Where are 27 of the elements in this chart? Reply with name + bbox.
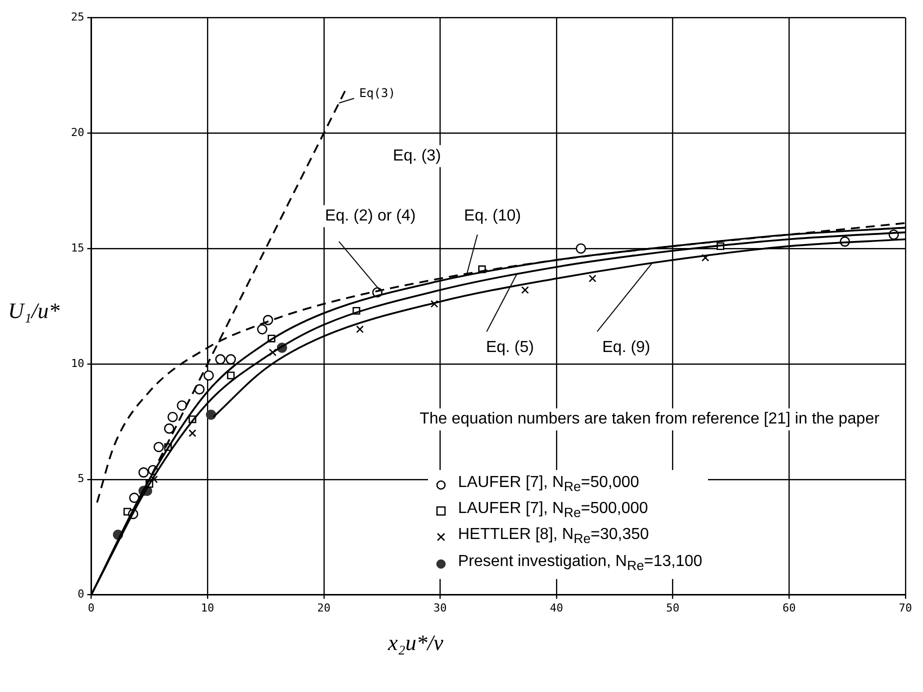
legend-label: LAUFER [7], N$_{Re}$=500,000	[458, 499, 648, 522]
x-tick-label: 10	[200, 601, 214, 614]
x-tick-label: 20	[317, 601, 330, 614]
annotation: Eq. (5)	[486, 339, 534, 356]
annotation: Eq. (2) or (4)	[325, 208, 416, 225]
y-tick-label: 10	[70, 356, 84, 370]
y-tick-label: 15	[70, 241, 84, 254]
x-tick-label: 40	[550, 601, 564, 614]
x-axis-title: x₂u*/ν	[388, 630, 444, 656]
legend-label: HETTLER [8], N$_{Re}$=30,350	[458, 525, 649, 549]
annotation: The equation numbers are taken from reference [21] in the paper	[420, 410, 880, 428]
annotation: Eq. (3)	[392, 148, 441, 165]
annotation: Eq. (10)	[464, 208, 521, 225]
x-tick-label: 70	[898, 601, 912, 614]
annotation: Eq(3)	[359, 86, 396, 100]
x-tick-label: 60	[782, 601, 796, 614]
y-tick-label: 5	[78, 472, 84, 486]
x-tick-label: 50	[666, 601, 680, 614]
legend-label: LAUFER [7], N$_{Re}$=50,000	[458, 473, 640, 496]
legend-label: Present investigation, N$_{Re}$=13,100	[458, 552, 702, 575]
y-tick-label: 20	[70, 126, 84, 139]
x-tick-label: 0	[88, 601, 95, 614]
y-tick-label: 0	[78, 588, 84, 601]
x-tick-label: 30	[434, 601, 447, 614]
y-axis-title: U₁/u*	[8, 298, 60, 324]
y-tick-label: 25	[70, 10, 84, 24]
annotation: Eq. (9)	[602, 339, 650, 356]
